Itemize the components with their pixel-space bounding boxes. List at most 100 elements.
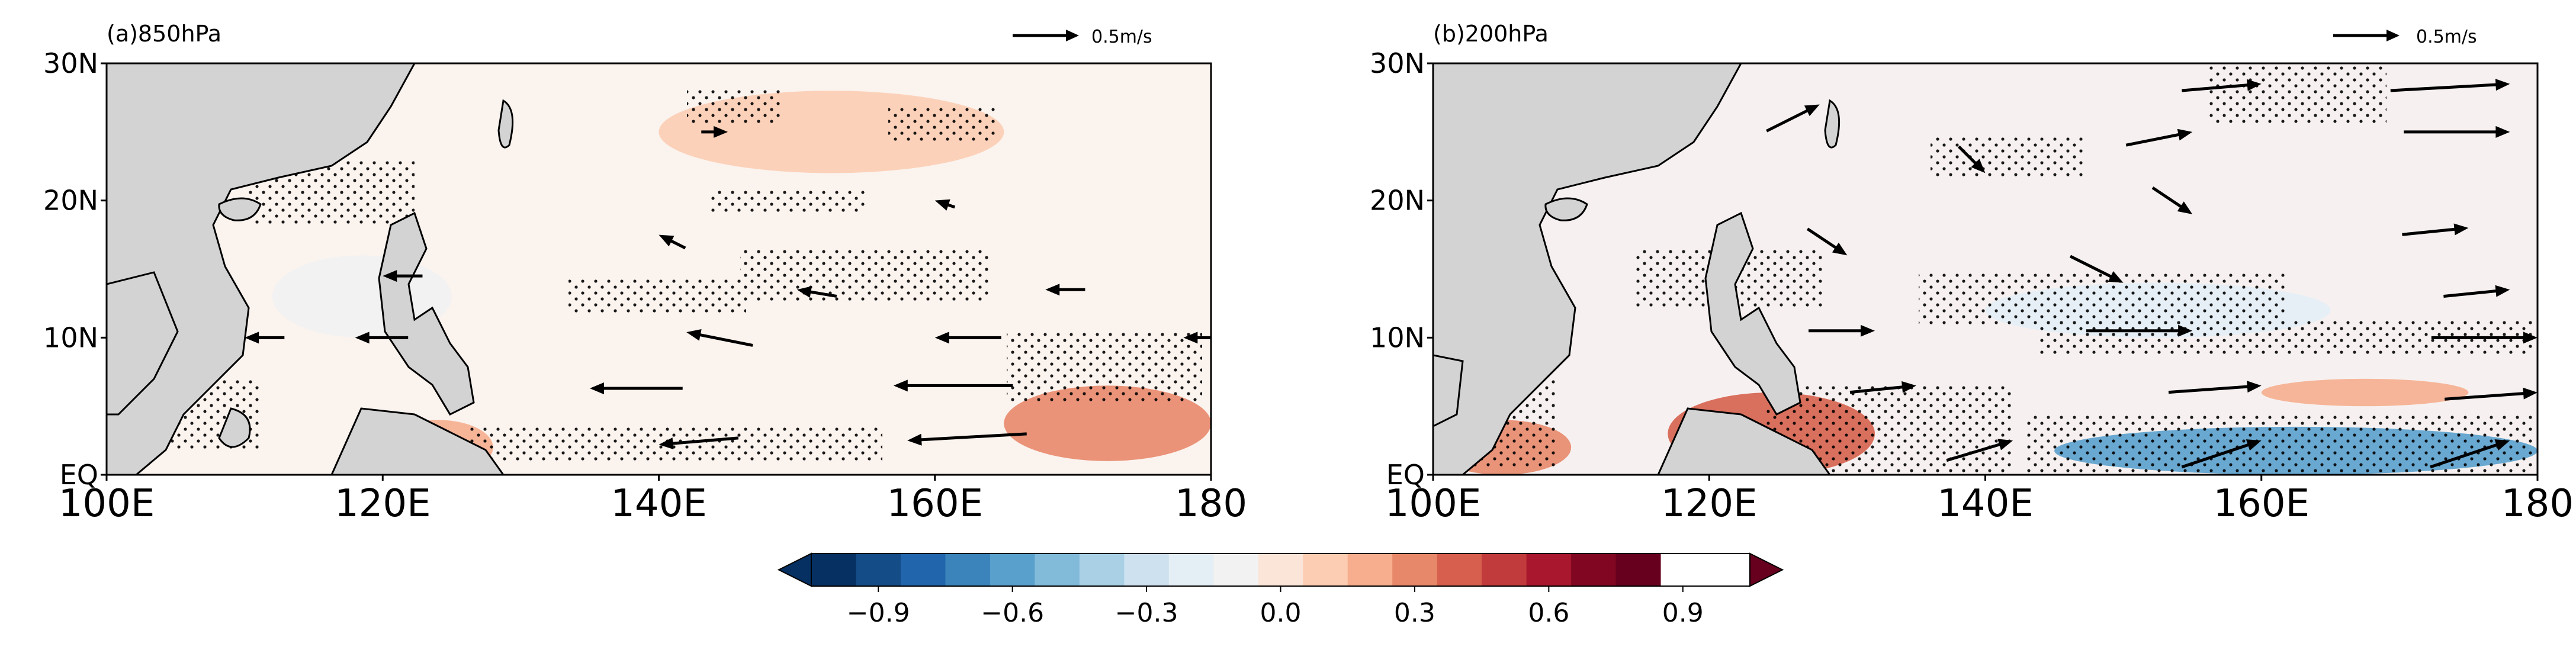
wind-vector	[1766, 104, 1820, 133]
colorbar-tick-label: −0.9	[847, 598, 910, 628]
wind-vector	[2181, 439, 2262, 469]
wind-vector	[934, 199, 956, 211]
wind-vector	[2390, 79, 2510, 92]
colorbar-segment	[1437, 554, 1482, 586]
y-tick-label: EQ	[1386, 459, 1425, 491]
wind-vector	[1809, 324, 1875, 337]
wind-vector	[907, 432, 1027, 446]
wind-vector	[2431, 332, 2538, 344]
wind-vector	[589, 382, 683, 395]
colorbar-segment	[1168, 554, 1214, 586]
colorbar-segment	[856, 554, 901, 586]
wind-vector	[659, 436, 739, 450]
wind-vector	[2445, 387, 2538, 401]
wind-vector	[245, 332, 285, 344]
colorbar-segment	[1303, 554, 1348, 586]
colorbar-segment	[945, 554, 991, 586]
wind-vector	[2151, 186, 2193, 214]
colorbar-segment	[1571, 554, 1617, 586]
land	[1433, 63, 1841, 475]
panel-200hpa: (b)200hPa 0.5m/s 100E 120E 140E 160E 180EQ10…	[1370, 21, 2574, 526]
wind-vector	[2086, 324, 2193, 337]
colorbar-segment	[990, 554, 1035, 586]
y-tick-label: 10N	[1370, 321, 1425, 353]
wind-vector	[383, 270, 423, 282]
wind-vector	[355, 332, 409, 344]
anomaly-patch	[1004, 385, 1211, 461]
wind-vector	[2125, 128, 2193, 147]
x-tick-label: 120E	[1661, 482, 1758, 526]
significance-stippling	[1439, 65, 2535, 474]
axis-ticks: 100E 120E 140E 160E 180 EQ 10N 20N 30N	[1370, 47, 2574, 526]
x-tick-label: 100E	[59, 482, 155, 526]
wind-vector	[701, 126, 728, 138]
colorbar-extend-max	[1749, 552, 1784, 587]
reference-vector: 0.5m/s	[1013, 27, 1152, 47]
anomaly-patch	[2261, 378, 2469, 407]
wind-vector	[686, 329, 753, 347]
x-tick-label: 180	[1175, 482, 1247, 526]
colorbar-tick-label: −0.6	[981, 598, 1044, 628]
colorbar-segment	[1079, 554, 1125, 586]
wind-vector	[659, 234, 686, 250]
panel-title: (b)200hPa	[1433, 21, 1549, 47]
wind-vector	[2443, 285, 2510, 298]
y-tick-label: EQ	[60, 459, 98, 491]
colorbar-segment	[1213, 554, 1259, 586]
y-tick-label: 30N	[1370, 47, 1425, 79]
colorbar-tick-label: −0.3	[1115, 598, 1178, 628]
y-tick-label: 20N	[43, 185, 98, 217]
colorbar-segment	[1124, 554, 1170, 586]
colorbar-extend-min	[777, 552, 812, 587]
colorbar: −0.9 −0.6 −0.3 0.0 0.3 0.6 0.9	[777, 552, 1784, 628]
x-tick-label: 120E	[335, 482, 431, 526]
colorbar-segment	[900, 554, 946, 586]
wind-vector	[2404, 126, 2510, 138]
wind-vector	[2402, 223, 2469, 236]
reference-vector: 0.5m/s	[2333, 27, 2477, 47]
wind-vector	[2069, 255, 2124, 283]
wind-vector	[1211, 379, 1331, 391]
wind-vector	[1849, 381, 1916, 394]
x-tick-label: 160E	[2213, 482, 2310, 526]
colorbar-segment	[1258, 554, 1303, 586]
x-tick-label: 100E	[1385, 482, 1482, 526]
wind-vector	[1946, 439, 2013, 462]
colorbar-segment	[1615, 554, 1661, 586]
wind-vector	[1806, 227, 1848, 256]
colorbar-tick-label: 0.0	[1260, 598, 1302, 628]
colorbar-tick-label: 0.3	[1394, 598, 1435, 628]
wind-vector	[893, 379, 1013, 392]
colorbar-tick-label: 0.9	[1662, 598, 1704, 628]
panel-850hpa: (a)850hPa 0.5m/s 100E 120E 140E 160E 180EQ10…	[43, 21, 1331, 526]
colorbar-segment	[811, 554, 856, 586]
y-tick-label: 30N	[43, 47, 98, 79]
wind-vector	[2182, 79, 2262, 92]
colorbar-segment	[1482, 554, 1527, 586]
x-tick-label: 160E	[886, 482, 983, 526]
wind-vectors	[245, 126, 1331, 450]
colorbar-segment	[1526, 554, 1572, 586]
x-tick-label: 140E	[1937, 482, 2034, 526]
axis-ticks: 100E 120E 140E 160E 180 EQ 10N 20N 30N	[43, 47, 1247, 526]
wind-vector	[1183, 332, 1211, 344]
wind-vector	[796, 286, 837, 298]
colorbar-tick-label: 0.6	[1528, 598, 1569, 628]
reference-vector-label: 0.5m/s	[2416, 27, 2477, 47]
wind-vector	[934, 332, 1001, 344]
wind-vectors	[1766, 79, 2538, 469]
wind-vector	[2430, 439, 2510, 469]
colorbar-segment	[1035, 554, 1080, 586]
colorbar-segment	[1347, 554, 1393, 586]
wind-vector	[1211, 435, 1331, 446]
wind-vector	[1045, 284, 1085, 296]
x-tick-label: 140E	[611, 482, 707, 526]
y-tick-label: 20N	[1370, 185, 1425, 217]
colorbar-segment	[1392, 554, 1438, 586]
wind-vector	[2168, 381, 2262, 394]
land	[107, 63, 514, 475]
panel-title: (a)850hPa	[107, 21, 221, 47]
y-tick-label: 10N	[43, 321, 98, 353]
reference-vector-label: 0.5m/s	[1091, 27, 1152, 47]
